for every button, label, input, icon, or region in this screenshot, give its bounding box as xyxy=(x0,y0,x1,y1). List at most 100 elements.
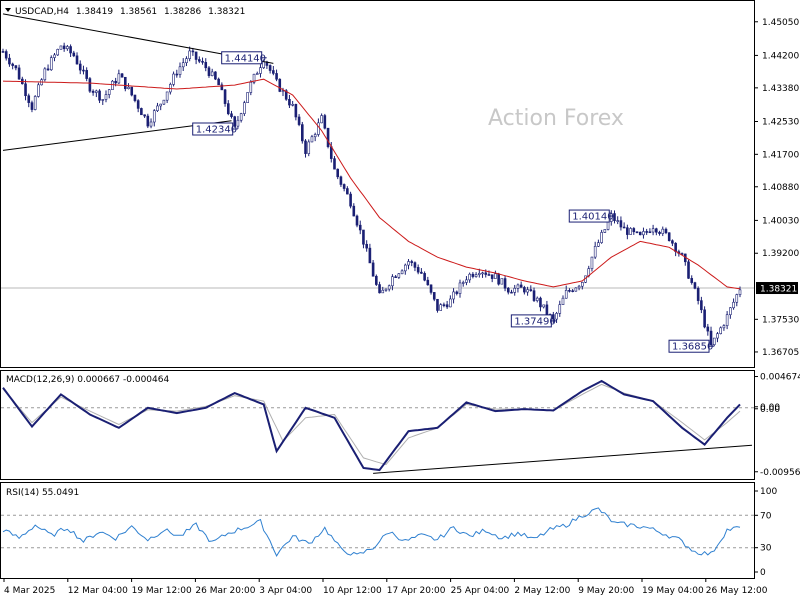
candle-body xyxy=(738,289,742,295)
candle-body xyxy=(188,50,191,59)
candle-body xyxy=(320,115,323,124)
candle-body xyxy=(474,274,478,277)
candle-body xyxy=(114,80,117,84)
candle-body xyxy=(146,115,150,127)
candle-body xyxy=(706,326,710,332)
candle-body xyxy=(82,69,85,72)
price-tick-label: 1.43380 xyxy=(762,84,799,94)
candle-body xyxy=(236,119,240,127)
candle-body xyxy=(642,231,645,236)
candle-body xyxy=(24,83,27,97)
macd-tick-label: 0.00 xyxy=(760,403,780,413)
candle-body xyxy=(658,231,661,234)
candle-body xyxy=(561,297,565,305)
candle-body xyxy=(613,213,616,221)
time-tick-label: 19 May 04:00 xyxy=(642,586,704,596)
candle-body xyxy=(416,267,420,273)
candle-body xyxy=(513,287,517,293)
time-tick-label: 17 Apr 20:00 xyxy=(387,586,446,596)
price-tick-label: 1.37530 xyxy=(762,315,799,325)
candle-body xyxy=(651,228,655,233)
candle-body xyxy=(432,292,436,300)
collapse-triangle-icon[interactable] xyxy=(5,8,11,12)
rsi-lines xyxy=(2,507,741,557)
candle-body xyxy=(478,273,481,275)
header-symbol: USDCAD,H4 xyxy=(15,7,69,17)
candle-body xyxy=(455,291,459,294)
candle-body xyxy=(246,92,249,103)
candle-body xyxy=(156,105,159,112)
candle-body xyxy=(185,58,188,63)
candle-body xyxy=(693,282,697,289)
candle-body xyxy=(175,73,179,76)
candle-body xyxy=(355,215,359,226)
candle-body xyxy=(152,110,156,123)
candle-body xyxy=(655,228,658,233)
candle-body xyxy=(143,114,146,117)
candle-body xyxy=(429,284,433,293)
candle-body xyxy=(619,220,623,228)
candle-body xyxy=(690,278,694,283)
rsi-tick-label: 30 xyxy=(760,544,772,554)
rsi-axis: 100 70 30 0 xyxy=(754,487,777,578)
candle-body xyxy=(703,309,706,328)
candle-body xyxy=(281,90,285,92)
candle-body xyxy=(78,63,82,71)
price-tick-label: 1.39200 xyxy=(762,249,799,259)
rsi-tick-label: 100 xyxy=(760,487,777,497)
candle-body xyxy=(490,274,494,279)
candle-body xyxy=(577,285,581,289)
candle-body xyxy=(233,116,237,127)
candle-body xyxy=(449,298,452,308)
candle-body xyxy=(603,229,607,233)
header-open: 1.38419 xyxy=(76,7,113,17)
price-label-text: 1.42340 xyxy=(196,125,237,136)
candle-body xyxy=(127,86,130,90)
candle-body xyxy=(46,68,50,71)
candle-body xyxy=(362,229,365,245)
candle-body xyxy=(69,46,72,54)
candle-body xyxy=(410,261,414,263)
candle-body xyxy=(471,273,475,277)
candle-body xyxy=(339,176,343,185)
candle-body xyxy=(532,290,536,301)
candle-body xyxy=(255,73,259,75)
candle-body xyxy=(297,116,301,125)
price-label-text: 1.44140 xyxy=(225,53,266,64)
candle-body xyxy=(403,264,407,272)
candle-body xyxy=(700,300,703,311)
time-tick-label: 10 Apr 12:00 xyxy=(323,586,382,596)
moving-average xyxy=(2,78,741,290)
candle-body xyxy=(564,290,568,299)
candle-body xyxy=(635,231,639,234)
price-label-text: 1.37490 xyxy=(514,316,555,327)
macd-tick-label: 0.00 xyxy=(760,405,780,415)
candle-body xyxy=(304,140,307,154)
candle-body xyxy=(288,99,291,106)
candle-body xyxy=(574,287,578,292)
candle-body xyxy=(259,67,262,74)
candle-body xyxy=(593,246,597,258)
candle-body xyxy=(510,291,513,294)
rsi-panel xyxy=(0,482,755,579)
candle-body xyxy=(239,113,243,121)
candle-body xyxy=(72,52,76,57)
candle-body xyxy=(43,68,47,81)
candle-body xyxy=(465,279,468,283)
candle-body xyxy=(310,136,314,143)
candle-body xyxy=(442,304,446,306)
price-labels: 1.44140 1.42340 1.40140 1.37490 1.36850 xyxy=(192,51,715,353)
candle-body xyxy=(626,227,629,235)
time-axis: 4 Mar 2025 12 Mar 04:00 19 Mar 12:00 26 Mar… xyxy=(3,578,768,596)
price-label-text: 1.36850 xyxy=(672,342,713,353)
candle-body xyxy=(503,278,507,289)
candle-body xyxy=(201,60,204,63)
candle-body xyxy=(732,301,735,309)
candle-body xyxy=(667,232,671,241)
candle-body xyxy=(249,81,253,93)
rsi-tick-label: 70 xyxy=(760,511,772,521)
candle-body xyxy=(648,231,652,234)
candle-body xyxy=(381,289,385,294)
candle-body xyxy=(66,46,69,50)
